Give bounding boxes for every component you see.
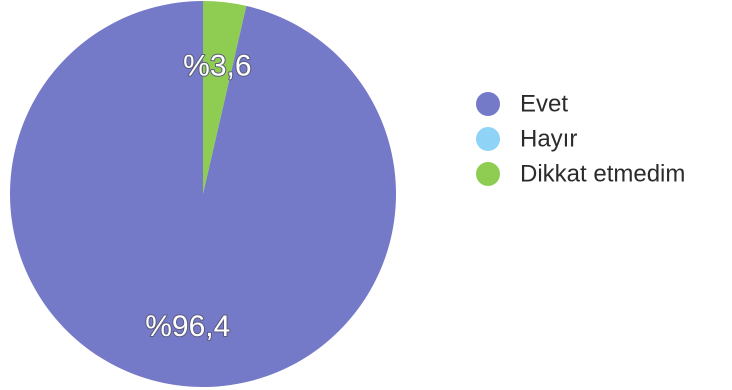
legend-label-hayır: Hayır [520, 125, 577, 152]
legend-label-evet: Evet [520, 90, 568, 117]
pie-slice-label-evet: %96,4 [145, 310, 230, 343]
legend-label-dikkat-etmedim: Dikkat etmedim [520, 160, 685, 187]
pie-slice-label-dikkat-etmedim: %3,6 [183, 49, 251, 82]
legend-swatch-dikkat-etmedim [476, 162, 500, 186]
pie-slice-labels: %96,4 %3,6 [144, 48, 252, 344]
pie-slices [9, 1, 396, 387]
pie-slice-dikkat-etmedim [203, 1, 247, 194]
legend: Evet Hayır Dikkat etmedim [476, 90, 685, 187]
legend-swatch-evet [476, 92, 500, 116]
pie-slice-evet [9, 1, 396, 387]
legend-swatch-hayır [476, 127, 500, 151]
